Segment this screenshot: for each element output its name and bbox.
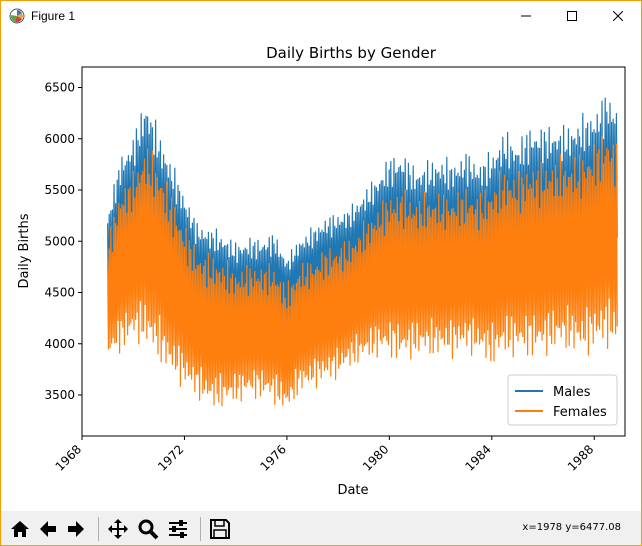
- y-tick-label: 5500: [44, 183, 75, 197]
- x-tick-label: 1984: [462, 442, 493, 473]
- y-tick-label: 3500: [44, 388, 75, 402]
- window-title: Figure 1: [31, 9, 76, 23]
- minimize-button[interactable]: [503, 1, 549, 31]
- y-tick-label: 6000: [44, 132, 75, 146]
- x-axis-label: Date: [337, 483, 368, 498]
- toolbar-separator: [98, 517, 99, 541]
- pan-button[interactable]: [105, 516, 131, 542]
- toolbar-separator: [200, 517, 201, 541]
- back-icon: [40, 521, 56, 537]
- x-tick-label: 1968: [53, 442, 84, 473]
- configure-subplots-icon: [169, 520, 187, 538]
- legend: Males Females: [507, 374, 618, 426]
- y-tick-label: 4000: [44, 337, 75, 351]
- matplotlib-figure-icon: [9, 8, 25, 24]
- navigation-toolbar: x=1978 y=6477.08: [1, 511, 641, 545]
- maximize-button[interactable]: [549, 1, 595, 31]
- save-button[interactable]: [207, 516, 233, 542]
- home-icon: [11, 521, 29, 537]
- axes-frame: [81, 66, 626, 437]
- maximize-icon: [567, 11, 577, 21]
- chart-title: Daily Births by Gender: [266, 44, 437, 62]
- zoom-button[interactable]: [135, 516, 161, 542]
- close-button[interactable]: [595, 1, 641, 31]
- figure-canvas[interactable]: Daily Births by Gender 1968 1972 1976 1980 1…: [1, 31, 641, 511]
- x-tick-label: 1972: [155, 442, 186, 473]
- x-tick-label: 1980: [360, 442, 391, 473]
- save-icon: [210, 519, 230, 539]
- series-line-females: [107, 135, 618, 407]
- back-button[interactable]: [35, 516, 61, 542]
- x-tick-label: 1976: [258, 442, 289, 473]
- close-icon: [613, 11, 623, 21]
- minimize-icon: [521, 15, 531, 17]
- home-button[interactable]: [7, 516, 33, 542]
- chart-svg: Daily Births by Gender 1968 1972 1976 1980 1…: [17, 44, 626, 498]
- y-tick-label: 6500: [44, 81, 75, 95]
- forward-icon: [68, 521, 84, 537]
- configure-subplots-button[interactable]: [165, 516, 191, 542]
- legend-box: [507, 374, 618, 426]
- y-axis-label: Daily Births: [17, 213, 32, 288]
- forward-button[interactable]: [63, 516, 89, 542]
- legend-label-females: Females: [553, 405, 607, 420]
- x-tick-label: 1988: [565, 442, 596, 473]
- zoom-icon: [138, 519, 159, 540]
- y-tick-label: 4500: [44, 286, 75, 300]
- coordinate-readout: x=1978 y=6477.08: [522, 522, 621, 533]
- y-tick-label: 5000: [44, 234, 75, 248]
- pan-icon: [108, 519, 128, 539]
- legend-label-males: Males: [553, 385, 591, 400]
- title-bar[interactable]: Figure 1: [1, 1, 641, 31]
